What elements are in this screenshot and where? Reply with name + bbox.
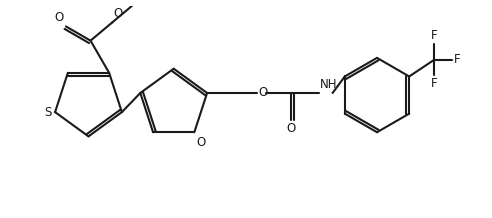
Text: F: F	[430, 29, 437, 42]
Text: O: O	[54, 11, 63, 24]
Text: F: F	[430, 77, 437, 90]
Text: F: F	[454, 53, 461, 66]
Text: O: O	[286, 123, 295, 135]
Text: O: O	[258, 87, 268, 99]
Text: O: O	[113, 7, 123, 20]
Text: NH: NH	[320, 78, 338, 91]
Text: O: O	[196, 136, 206, 149]
Text: S: S	[45, 106, 52, 119]
